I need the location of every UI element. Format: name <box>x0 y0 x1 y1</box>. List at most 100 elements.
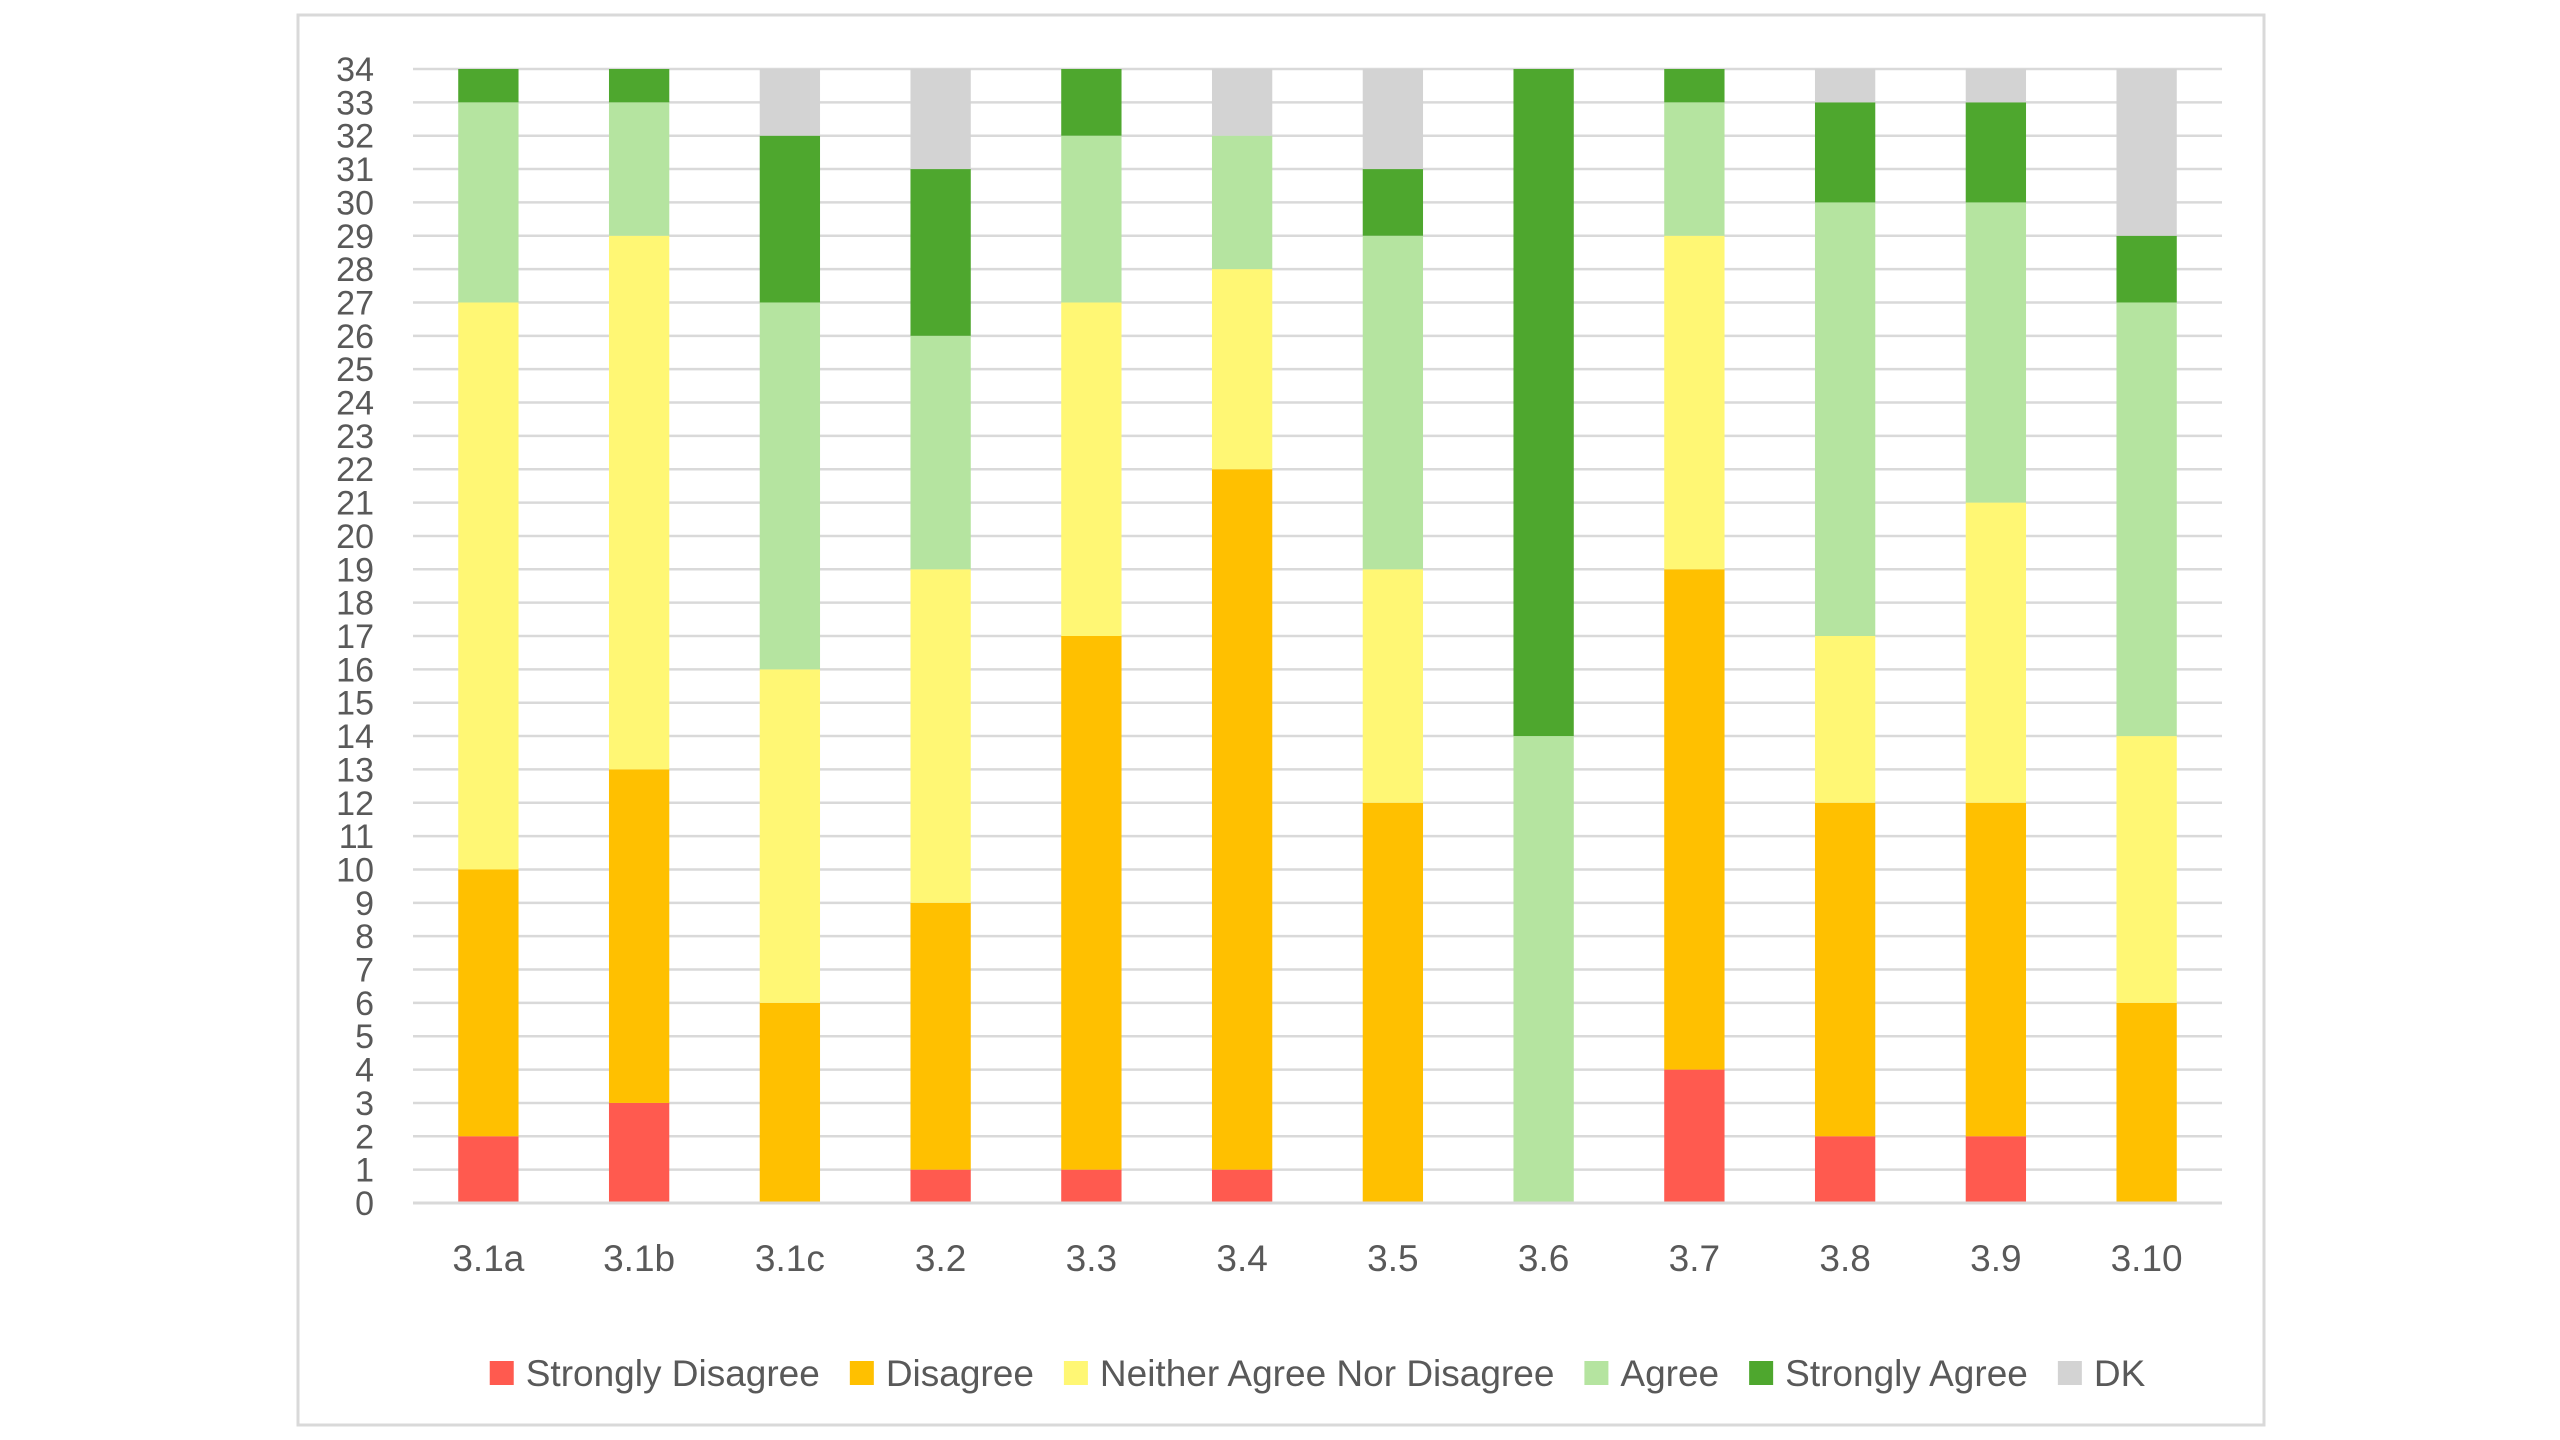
legend-item: Neither Agree Nor Disagree <box>1063 1353 1555 1394</box>
bar-segment <box>910 1169 971 1203</box>
y-tick-label: 28 <box>336 251 374 289</box>
bar-segment <box>458 302 519 870</box>
bar-segment <box>1664 69 1725 103</box>
bar-segment <box>1211 1169 1273 1203</box>
y-tick-label: 18 <box>336 585 374 623</box>
bar-segment <box>1061 135 1122 303</box>
bar-segment <box>910 69 971 170</box>
y-axis: 0123456789101112131415161718192021222324… <box>336 51 374 1223</box>
y-tick-label: 6 <box>355 985 374 1023</box>
bar-segment <box>458 102 519 303</box>
bar-segment <box>1362 69 1424 170</box>
bar-segment <box>910 569 971 903</box>
y-tick-label: 15 <box>336 685 374 723</box>
x-tick-label: 3.5 <box>1367 1238 1418 1279</box>
x-tick-label: 3.3 <box>1066 1238 1117 1279</box>
y-tick-label: 12 <box>336 785 374 823</box>
legend-swatch <box>1584 1361 1609 1385</box>
bar-segment <box>1965 1136 2027 1203</box>
y-tick-label: 14 <box>336 718 374 756</box>
bar-segment <box>1814 69 1876 103</box>
legend-swatch <box>1063 1361 1088 1385</box>
legend-label: Strongly Disagree <box>526 1353 820 1394</box>
bar-segment <box>1814 102 1876 203</box>
x-tick-label: 3.4 <box>1216 1238 1267 1279</box>
bar-segment <box>1664 102 1725 236</box>
y-tick-label: 4 <box>355 1052 374 1090</box>
bar-segment <box>1814 1136 1876 1203</box>
y-tick-label: 24 <box>336 385 374 423</box>
y-tick-label: 11 <box>339 818 374 856</box>
bar-segment <box>1965 802 2027 1137</box>
legend-swatch <box>849 1361 874 1385</box>
bar-segment <box>2116 302 2177 737</box>
bar-segment <box>1061 636 1122 1170</box>
y-tick-label: 5 <box>355 1018 374 1056</box>
legend-label: Strongly Agree <box>1785 1353 2028 1394</box>
x-tick-label: 3.9 <box>1970 1238 2021 1279</box>
y-tick-label: 25 <box>336 351 374 389</box>
bar-segment <box>759 69 821 136</box>
y-tick-label: 17 <box>336 618 374 656</box>
y-tick-label: 30 <box>336 184 374 222</box>
bar-segment <box>2116 736 2177 1003</box>
legend-item: DK <box>2057 1353 2146 1394</box>
y-tick-label: 34 <box>336 51 374 89</box>
bars <box>458 69 2177 1203</box>
bar-segment <box>1814 202 1876 637</box>
y-tick-label: 0 <box>355 1185 374 1223</box>
bar-segment <box>458 1136 519 1203</box>
y-tick-label: 22 <box>336 451 374 489</box>
y-tick-label: 9 <box>355 885 374 923</box>
x-tick-label: 3.6 <box>1518 1238 1569 1279</box>
y-tick-label: 32 <box>336 118 374 156</box>
bar-segment <box>1664 569 1725 1070</box>
y-tick-label: 3 <box>355 1085 374 1123</box>
y-tick-label: 21 <box>336 485 374 523</box>
bar-segment <box>2116 1002 2177 1203</box>
y-tick-label: 19 <box>336 551 374 589</box>
y-tick-label: 27 <box>336 284 374 322</box>
bar-segment <box>1211 269 1273 470</box>
y-tick-label: 26 <box>336 318 374 356</box>
y-tick-label: 13 <box>336 751 374 789</box>
x-axis: 3.1a 3.1b 3.1c 3.2 3.3 3.4 3.5 3.6 3.7 3.8 3.9 3.10 <box>413 1201 2222 1279</box>
bar-segment <box>1362 169 1424 236</box>
bar-segment <box>608 102 670 236</box>
x-tick-label: 3.8 <box>1819 1238 1870 1279</box>
bar-segment <box>458 69 519 103</box>
bar-segment <box>1513 736 1574 1203</box>
x-tick-label: 3.10 <box>2111 1238 2183 1279</box>
bar-segment <box>910 335 971 570</box>
bar-segment <box>2116 69 2177 236</box>
bar-segment <box>1211 69 1273 136</box>
bar-segment <box>1061 1169 1122 1203</box>
legend-swatch <box>489 1361 514 1385</box>
y-tick-label: 23 <box>336 418 374 456</box>
legend-label: Agree <box>1620 1353 1719 1394</box>
bar-segment <box>608 769 670 1103</box>
bar-segment <box>1664 235 1725 570</box>
y-tick-label: 8 <box>355 918 374 956</box>
bar-segment <box>608 69 670 103</box>
legend-label: Disagree <box>886 1353 1034 1394</box>
bar-segment <box>1061 69 1122 136</box>
bar-segment <box>910 169 971 336</box>
bar-segment <box>1965 102 2027 203</box>
legend-item: Strongly Agree <box>1749 1353 2028 1394</box>
x-tick-label: 3.2 <box>915 1238 966 1279</box>
y-tick-label: 29 <box>336 218 374 256</box>
y-tick-label: 20 <box>336 518 374 556</box>
legend-item: Disagree <box>849 1353 1034 1394</box>
y-tick-label: 7 <box>355 952 374 990</box>
bar-segment <box>1965 69 2027 103</box>
legend-label: Neither Agree Nor Disagree <box>1100 1353 1555 1394</box>
y-tick-label: 10 <box>336 851 374 889</box>
bar-segment <box>1061 302 1122 636</box>
bar-segment <box>2116 235 2177 303</box>
bar-segment <box>1664 1069 1725 1203</box>
bar-segment <box>910 902 971 1170</box>
y-tick-label: 2 <box>355 1118 374 1156</box>
